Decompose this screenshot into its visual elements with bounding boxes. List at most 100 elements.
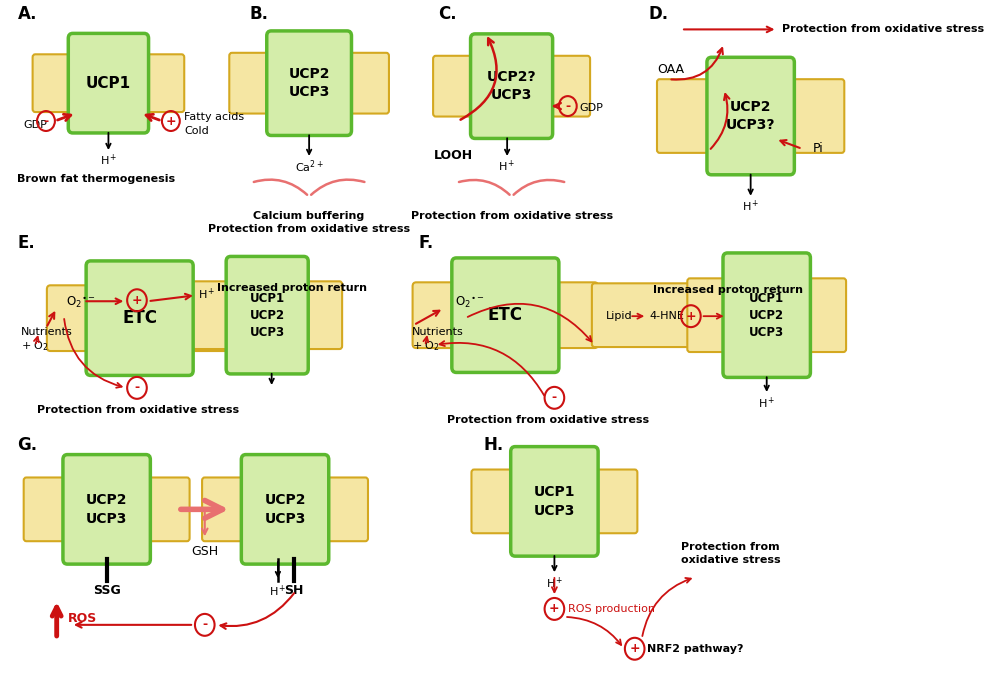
Text: Ca$^{2+}$: Ca$^{2+}$ (295, 158, 324, 175)
Text: -: - (565, 100, 570, 113)
Text: +: + (549, 602, 560, 615)
Text: -: - (202, 619, 207, 632)
Text: UCP1
UCP3: UCP1 UCP3 (534, 485, 575, 518)
Text: O$_2$$^{\bullet-}$: O$_2$$^{\bullet-}$ (66, 295, 95, 310)
Text: H$^+$: H$^+$ (198, 286, 215, 302)
FancyBboxPatch shape (592, 283, 731, 347)
Text: Protection from oxidative stress: Protection from oxidative stress (411, 211, 613, 220)
Text: UCP2
UCP3: UCP2 UCP3 (288, 67, 330, 100)
Text: H$^+$: H$^+$ (498, 159, 516, 175)
FancyBboxPatch shape (545, 56, 590, 117)
Text: UCP1: UCP1 (86, 76, 131, 91)
FancyBboxPatch shape (301, 282, 342, 349)
Text: ETC: ETC (122, 309, 157, 327)
Text: SH: SH (284, 584, 304, 597)
Text: -: - (552, 391, 557, 404)
Text: Protection from oxidative stress: Protection from oxidative stress (782, 25, 984, 34)
FancyBboxPatch shape (787, 79, 844, 153)
Text: ROS production: ROS production (568, 604, 655, 614)
Text: NRF2 pathway?: NRF2 pathway? (647, 644, 744, 654)
FancyBboxPatch shape (192, 282, 233, 349)
Text: Calcium buffering: Calcium buffering (253, 211, 365, 220)
Text: OAA: OAA (657, 63, 684, 76)
Text: +: + (629, 642, 640, 655)
FancyBboxPatch shape (803, 278, 846, 352)
FancyBboxPatch shape (241, 455, 329, 564)
Text: O$_2$$^{\bullet-}$: O$_2$$^{\bullet-}$ (455, 295, 484, 310)
FancyBboxPatch shape (86, 261, 193, 375)
FancyBboxPatch shape (63, 455, 150, 564)
FancyBboxPatch shape (47, 285, 232, 351)
Text: UCP2
UCP3?: UCP2 UCP3? (726, 100, 775, 132)
Text: Nutrients: Nutrients (21, 327, 73, 337)
FancyBboxPatch shape (322, 477, 368, 542)
Text: Pi: Pi (813, 143, 824, 155)
Text: H$^+$: H$^+$ (269, 583, 287, 599)
Text: Protection from oxidative stress: Protection from oxidative stress (447, 415, 650, 425)
Text: GSH: GSH (191, 545, 218, 558)
Text: Brown fat thermogenesis: Brown fat thermogenesis (17, 174, 176, 183)
FancyBboxPatch shape (344, 53, 389, 113)
Text: 4-HNE: 4-HNE (650, 311, 685, 321)
Text: C.: C. (438, 5, 457, 23)
Text: Fatty acids: Fatty acids (184, 112, 244, 122)
FancyBboxPatch shape (267, 31, 351, 136)
Text: Lipid: Lipid (606, 311, 633, 321)
FancyBboxPatch shape (433, 56, 478, 117)
FancyBboxPatch shape (413, 282, 598, 348)
Text: UCP1
UCP2
UCP3: UCP1 UCP2 UCP3 (749, 292, 784, 339)
Text: G.: G. (17, 436, 38, 454)
FancyBboxPatch shape (707, 57, 794, 175)
FancyBboxPatch shape (143, 477, 190, 542)
Text: B.: B. (249, 5, 268, 23)
Text: E.: E. (17, 235, 35, 252)
Text: H$^+$: H$^+$ (100, 153, 117, 168)
Text: -: - (134, 381, 140, 394)
Text: Increased proton return: Increased proton return (217, 283, 367, 293)
FancyBboxPatch shape (657, 79, 714, 153)
FancyBboxPatch shape (24, 477, 70, 542)
FancyBboxPatch shape (723, 253, 810, 377)
FancyBboxPatch shape (226, 256, 308, 374)
FancyBboxPatch shape (33, 55, 75, 112)
Text: UCP2
UCP3: UCP2 UCP3 (86, 493, 127, 526)
Text: UCP2
UCP3: UCP2 UCP3 (264, 493, 306, 526)
Text: +: + (132, 294, 142, 307)
FancyBboxPatch shape (687, 278, 730, 352)
Text: +: + (166, 115, 176, 128)
Text: H.: H. (483, 436, 503, 454)
FancyBboxPatch shape (591, 469, 637, 533)
Text: H$^+$: H$^+$ (546, 576, 563, 591)
Text: Increased proton return: Increased proton return (653, 285, 803, 295)
Text: Protection from
oxidative stress: Protection from oxidative stress (681, 542, 781, 565)
Text: Cold: Cold (184, 126, 209, 136)
FancyBboxPatch shape (511, 447, 598, 556)
Text: + O$_2$: + O$_2$ (21, 339, 49, 353)
Text: ETC: ETC (488, 306, 523, 324)
Text: H$^+$: H$^+$ (742, 199, 759, 214)
FancyBboxPatch shape (202, 477, 248, 542)
FancyBboxPatch shape (471, 469, 518, 533)
Text: -: - (43, 115, 49, 128)
Text: H$^+$: H$^+$ (758, 396, 775, 411)
Text: Protection from oxidative stress: Protection from oxidative stress (37, 405, 239, 415)
Text: Protection from oxidative stress: Protection from oxidative stress (208, 224, 410, 233)
Text: GDP: GDP (579, 103, 603, 113)
Text: SSG: SSG (93, 584, 121, 597)
Text: A.: A. (17, 5, 37, 23)
FancyBboxPatch shape (471, 34, 553, 138)
Text: GDP: GDP (24, 120, 48, 130)
Text: LOOH: LOOH (434, 149, 473, 162)
FancyBboxPatch shape (68, 33, 149, 133)
Text: +: + (686, 310, 696, 323)
FancyBboxPatch shape (229, 53, 274, 113)
Text: D.: D. (648, 5, 668, 23)
FancyBboxPatch shape (141, 55, 184, 112)
Text: UCP1
UCP2
UCP3: UCP1 UCP2 UCP3 (250, 292, 285, 339)
Text: Nutrients: Nutrients (412, 327, 463, 337)
Text: UCP2?
UCP3: UCP2? UCP3 (487, 70, 536, 102)
Text: + O$_2$: + O$_2$ (412, 339, 440, 353)
Text: ROS: ROS (68, 612, 98, 625)
Text: F.: F. (419, 235, 434, 252)
FancyBboxPatch shape (452, 258, 559, 372)
